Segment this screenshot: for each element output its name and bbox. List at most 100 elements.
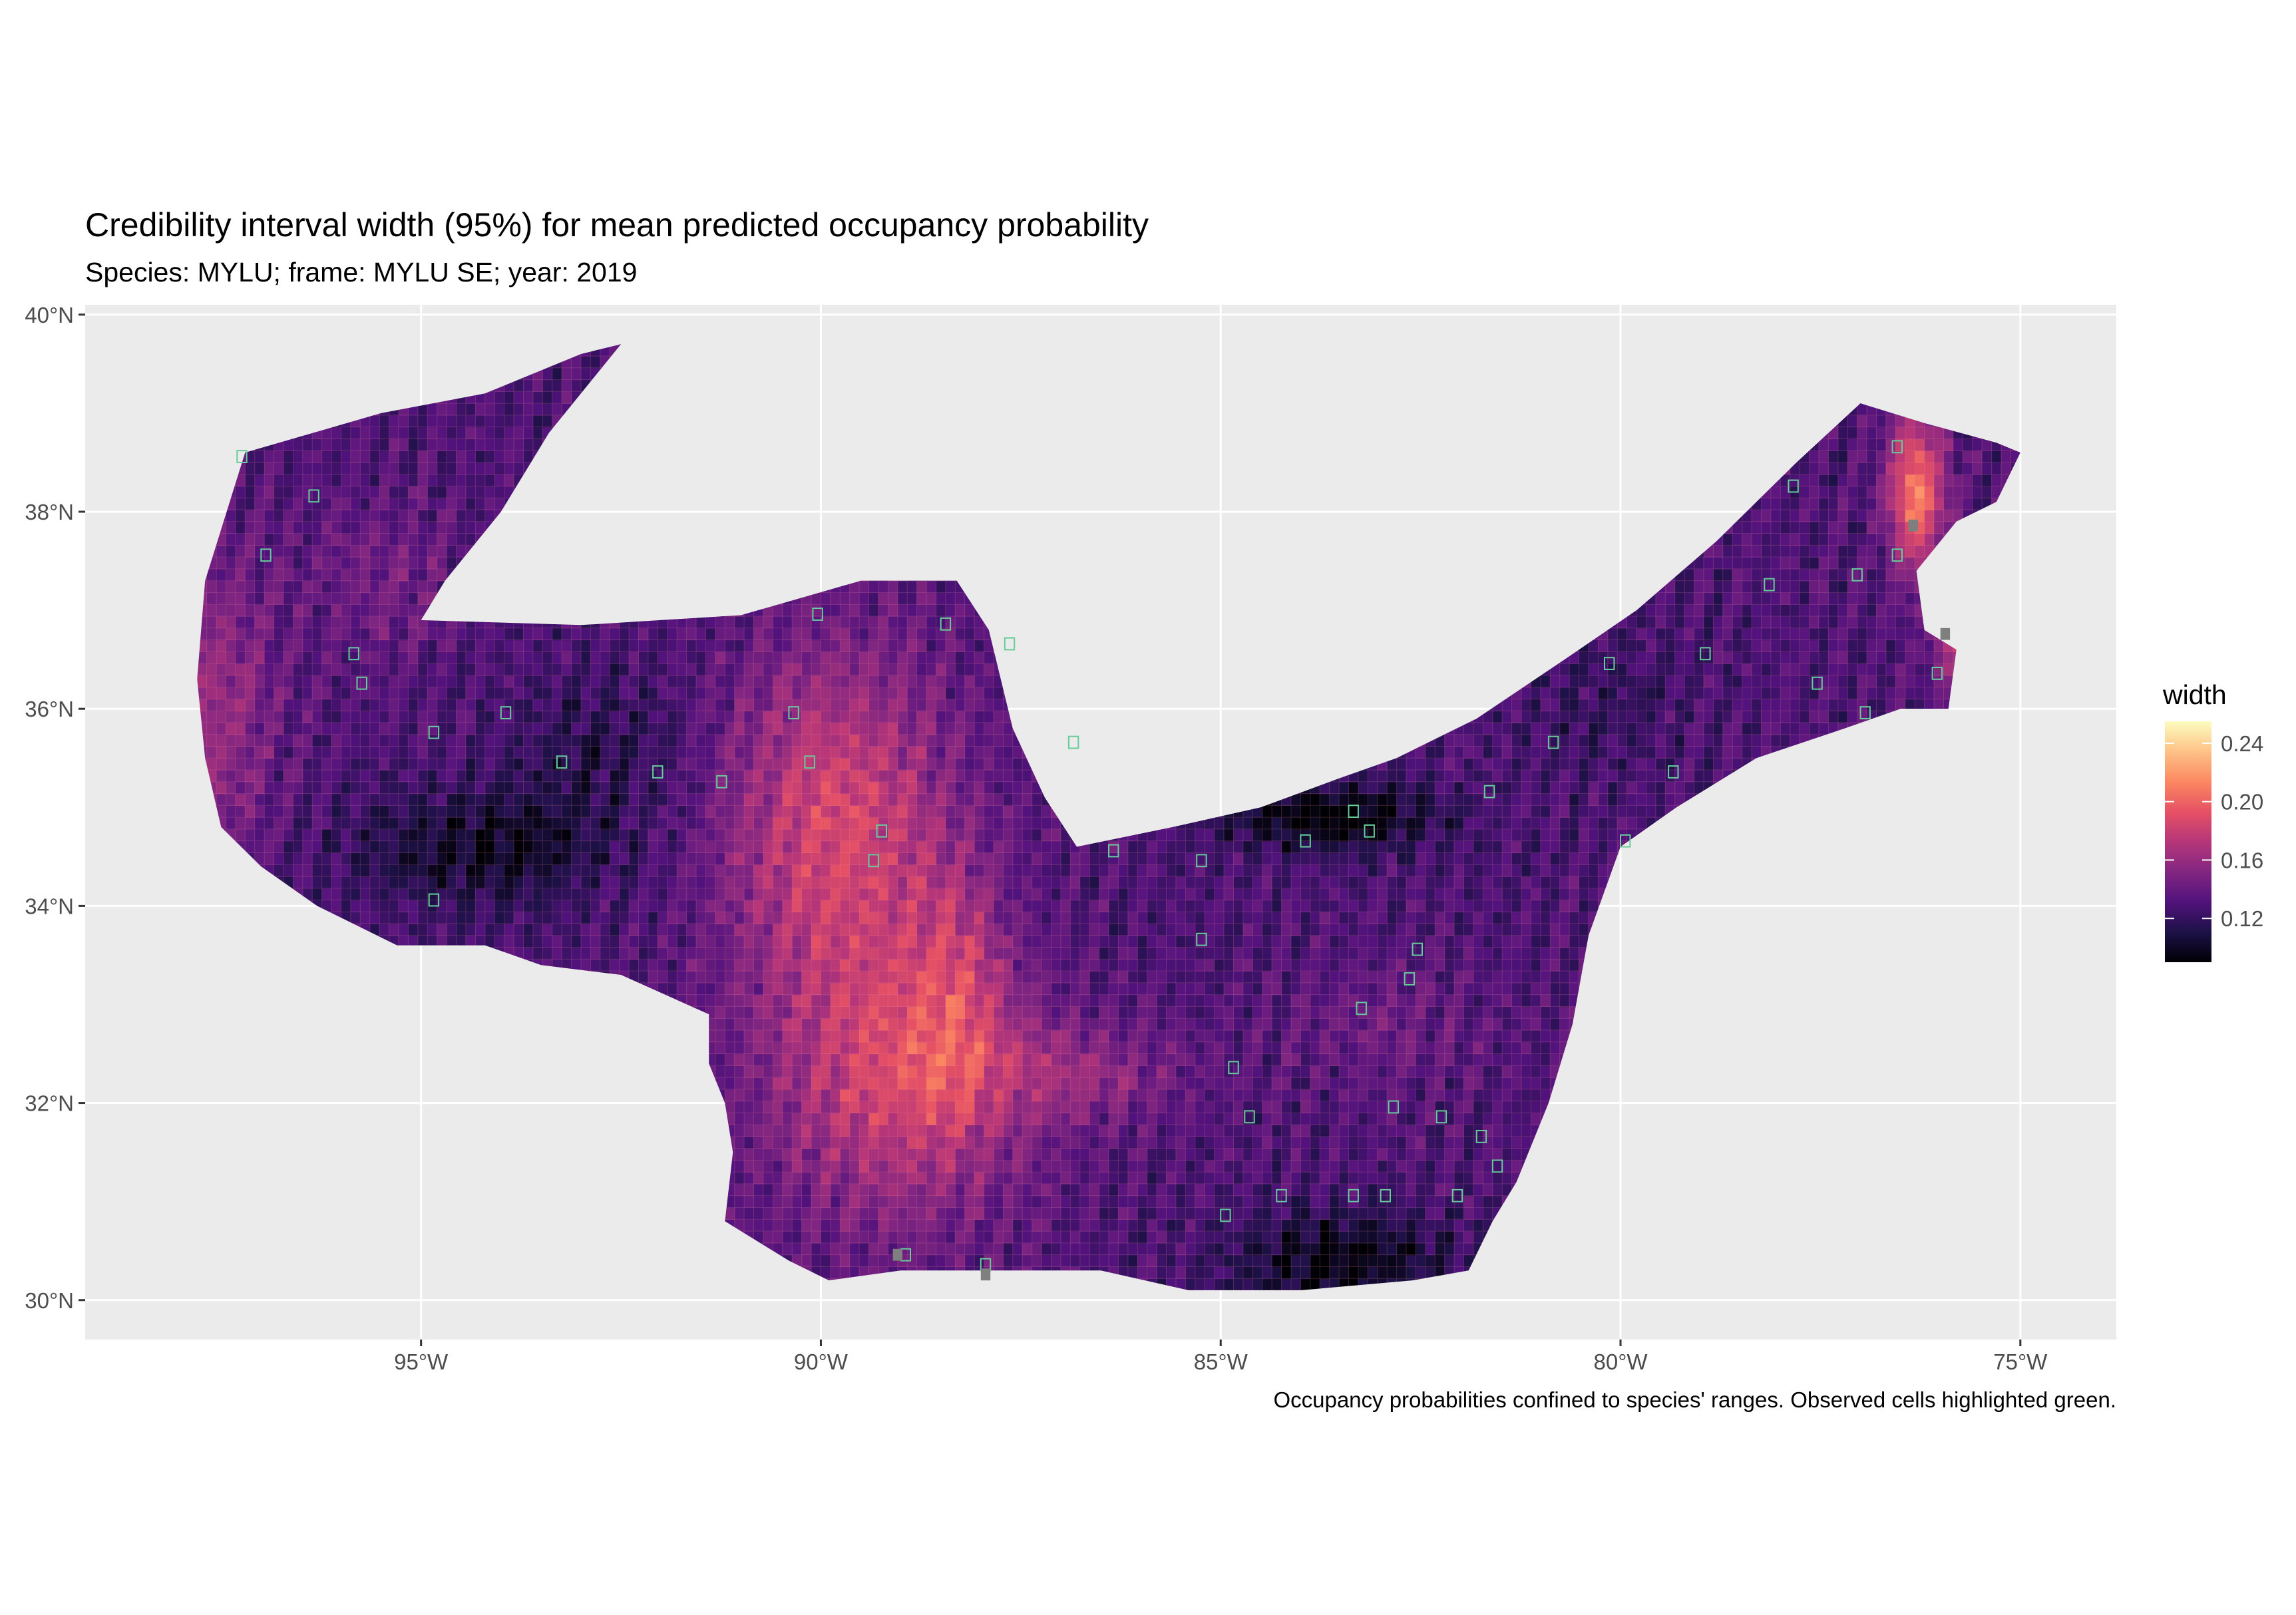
raster-cell: [408, 687, 419, 699]
raster-cell: [226, 722, 236, 735]
raster-cell: [494, 852, 505, 865]
raster-cell: [514, 439, 524, 451]
raster-cell: [465, 746, 476, 759]
raster-cell: [264, 699, 275, 711]
raster-cell: [427, 486, 438, 498]
raster-cell: [782, 1160, 793, 1172]
raster-cell: [274, 498, 284, 510]
raster-cell: [571, 628, 582, 641]
raster-cell: [312, 734, 323, 747]
raster-cell: [447, 498, 457, 510]
raster-cell: [312, 746, 323, 759]
raster-cell: [350, 687, 361, 699]
raster-cell: [369, 734, 380, 747]
raster-cell: [341, 781, 351, 795]
raster-cell: [725, 1006, 735, 1019]
raster-cell: [369, 699, 380, 711]
raster-cell: [475, 864, 486, 877]
raster-cell: [686, 817, 697, 830]
raster-cell: [350, 568, 361, 582]
raster-cell: [523, 699, 534, 711]
raster-cell: [523, 924, 534, 936]
raster-cell: [753, 770, 764, 783]
raster-cell: [715, 828, 725, 842]
raster-cell: [235, 616, 246, 629]
raster-cell: [331, 781, 342, 795]
raster-cell: [447, 699, 457, 711]
raster-cell: [216, 805, 227, 818]
raster-cell: [254, 616, 265, 629]
raster-cell: [552, 734, 562, 747]
raster-cell: [715, 1018, 725, 1031]
raster-cell: [350, 770, 361, 783]
raster-cell: [274, 628, 284, 641]
raster-cell: [447, 770, 457, 783]
raster-cell: [696, 994, 706, 1007]
raster-cell: [667, 900, 677, 912]
raster-cell: [763, 1125, 773, 1137]
raster-cell: [562, 639, 572, 652]
raster-cell: [360, 912, 371, 924]
raster-cell: [782, 959, 793, 972]
raster-cell: [619, 805, 630, 818]
raster-cell: [312, 510, 323, 522]
raster-cell: [437, 545, 447, 558]
raster-cell: [696, 628, 706, 641]
raster-cell: [638, 770, 649, 783]
raster-cell: [667, 876, 677, 889]
raster-cell: [264, 568, 275, 582]
raster-cell: [725, 805, 735, 818]
raster-cell: [331, 639, 342, 652]
raster-cell: [590, 758, 601, 771]
raster-cell: [465, 912, 476, 924]
raster-cell: [677, 628, 687, 641]
raster-cell: [542, 758, 553, 771]
raster-cell: [581, 770, 591, 783]
raster-cell: [581, 699, 591, 711]
raster-cell: [331, 840, 342, 853]
raster-cell: [686, 734, 697, 747]
raster-cell: [475, 462, 486, 475]
raster-cell: [552, 828, 562, 842]
raster-cell: [399, 924, 409, 936]
raster-cell: [312, 805, 323, 818]
raster-cell: [705, 982, 716, 995]
raster-cell: [484, 828, 495, 842]
raster-cell: [523, 427, 534, 439]
raster-cell: [571, 781, 582, 795]
raster-cell: [399, 462, 409, 475]
raster-cell: [379, 450, 390, 463]
raster-cell: [763, 1136, 773, 1149]
raster-cell: [484, 912, 495, 924]
raster-cell: [523, 781, 534, 795]
raster-cell: [773, 1160, 783, 1172]
raster-cell: [379, 533, 390, 546]
raster-cell: [254, 651, 265, 664]
raster-cell: [312, 462, 323, 475]
raster-cell: [369, 711, 380, 723]
raster-cell: [773, 687, 783, 699]
raster-cell: [312, 722, 323, 735]
raster-cell: [427, 828, 438, 842]
raster-cell: [293, 592, 303, 605]
raster-cell: [619, 746, 630, 759]
raster-cell: [763, 628, 773, 641]
raster-cell: [504, 462, 514, 475]
raster-cell: [293, 604, 303, 617]
raster-cell: [484, 840, 495, 853]
raster-cell: [312, 793, 323, 806]
raster-cell: [705, 959, 716, 972]
raster-cell: [725, 959, 735, 972]
raster-cell: [350, 557, 361, 570]
raster-cell: [399, 557, 409, 570]
raster-cell: [753, 864, 764, 877]
raster-cell: [369, 888, 380, 901]
raster-cell: [437, 675, 447, 688]
raster-cell: [715, 758, 725, 771]
raster-cell: [773, 663, 783, 676]
raster-cell: [542, 793, 553, 806]
raster-cell: [399, 935, 409, 948]
raster-cell: [590, 912, 601, 924]
raster-cell: [341, 462, 351, 475]
raster-cell: [523, 628, 534, 641]
